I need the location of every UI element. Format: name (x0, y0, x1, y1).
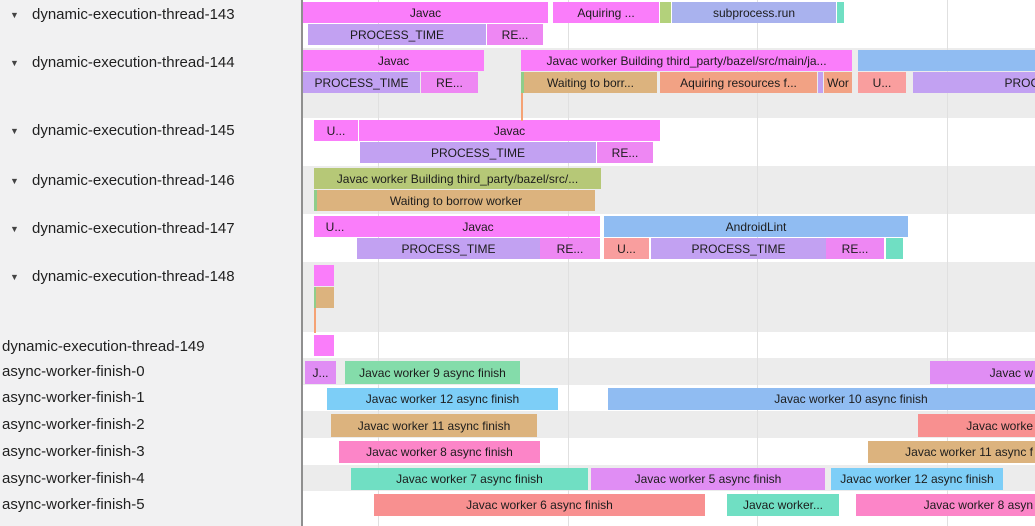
time-gridline (947, 0, 948, 526)
expander-triangle-icon[interactable]: ▼ (10, 57, 19, 68)
slice[interactable]: U... (314, 216, 356, 237)
track-name-row[interactable]: ▼ dynamic-execution-thread-143 (0, 5, 235, 24)
track-name-label: dynamic-execution-thread-146 (32, 172, 235, 189)
track-name-panel: ▼ dynamic-execution-thread-143 ▼ dynamic-ex… (0, 0, 303, 526)
expander-triangle-icon[interactable]: ▼ (10, 175, 19, 186)
track-name-row[interactable]: ▼ dynamic-execution-thread-148 (0, 267, 235, 286)
slice[interactable]: Waiting to borrow worker (317, 190, 595, 211)
slice[interactable] (521, 72, 524, 93)
track-name-label: async-worker-finish-2 (2, 416, 145, 433)
slice[interactable]: Javac worker Building third_party/bazel/… (521, 50, 852, 71)
slice[interactable]: PROCESS_TIME (303, 72, 420, 93)
slice[interactable]: Javac worker 12 async finish (327, 388, 558, 410)
track-name-label: dynamic-execution-thread-148 (32, 268, 235, 285)
slice[interactable]: Javac (303, 2, 548, 23)
time-gridline (568, 0, 569, 526)
slice[interactable]: RE... (597, 142, 653, 163)
slice[interactable]: RE... (540, 238, 600, 259)
track-name-label: dynamic-execution-thread-145 (32, 122, 235, 139)
track-name-row[interactable]: async-worker-finish-2 (0, 415, 145, 434)
slice[interactable] (314, 190, 317, 211)
slice[interactable]: Javac (356, 216, 600, 237)
slice[interactable]: U... (858, 72, 906, 93)
slice[interactable]: subprocess.run (672, 2, 836, 23)
slice[interactable]: Javac worker... (727, 494, 839, 516)
slice[interactable]: PROCESS_TIME (308, 24, 486, 45)
track-name-label: async-worker-finish-5 (2, 496, 145, 513)
slice[interactable] (837, 2, 844, 23)
slice[interactable]: RE... (487, 24, 543, 45)
slice[interactable] (818, 72, 823, 93)
expander-triangle-icon[interactable]: ▼ (10, 125, 19, 136)
slice[interactable]: Javac worker 8 async finish (339, 441, 540, 463)
expander-triangle-icon[interactable]: ▼ (10, 271, 19, 282)
expander-triangle-icon[interactable]: ▼ (10, 223, 19, 234)
slice[interactable]: Javac worker Building third_party/bazel/… (314, 168, 601, 189)
track-name-label: async-worker-finish-1 (2, 389, 145, 406)
track-name-row[interactable]: dynamic-execution-thread-149 (0, 337, 205, 356)
slice[interactable]: Javac worker 8 asyn (856, 494, 1035, 516)
slice[interactable]: Aquiring resources f... (660, 72, 817, 93)
slice[interactable]: AndroidLint (858, 50, 1035, 71)
track-name-row[interactable]: async-worker-finish-3 (0, 442, 145, 461)
track-name-label: async-worker-finish-4 (2, 470, 145, 487)
slice[interactable]: Javac worker 12 async finish (831, 468, 1003, 490)
slice[interactable]: PROCESS_TIME (360, 142, 596, 163)
slice[interactable] (314, 335, 334, 356)
slice[interactable] (316, 287, 334, 308)
slice[interactable]: Javac worker 9 async finish (345, 361, 520, 384)
slice[interactable]: PROCESS_TIME (913, 72, 1035, 93)
slice[interactable]: Javac worker 7 async finish (351, 468, 588, 490)
slice[interactable] (314, 287, 316, 308)
track-name-row[interactable]: async-worker-finish-5 (0, 495, 145, 514)
track-name-row[interactable]: async-worker-finish-4 (0, 469, 145, 488)
slice[interactable] (314, 265, 334, 286)
track-name-row[interactable]: ▼ dynamic-execution-thread-145 (0, 121, 235, 140)
track-name-row[interactable]: async-worker-finish-0 (0, 362, 145, 381)
slice[interactable]: Waiting to borr... (524, 72, 657, 93)
slice[interactable]: Javac worker 6 async finish (374, 494, 705, 516)
row-background-stripe (303, 262, 1035, 332)
slice[interactable]: PROCESS_TIME (651, 238, 826, 259)
track-name-label: dynamic-execution-thread-149 (2, 338, 205, 355)
slice[interactable]: Javac worke (918, 414, 1035, 437)
slice[interactable] (660, 2, 671, 23)
slice[interactable]: U... (314, 120, 358, 141)
slice[interactable]: Javac (359, 120, 660, 141)
track-name-row[interactable]: ▼ dynamic-execution-thread-146 (0, 171, 235, 190)
slice[interactable]: Javac worker 11 async f (868, 441, 1035, 463)
expander-triangle-icon[interactable]: ▼ (10, 9, 19, 20)
time-gridline (757, 0, 758, 526)
slice[interactable]: Javac worker 11 async finish (331, 414, 537, 437)
track-name-label: async-worker-finish-3 (2, 443, 145, 460)
slice[interactable]: J... (305, 361, 336, 384)
slice[interactable] (886, 238, 903, 259)
track-name-label: dynamic-execution-thread-143 (32, 6, 235, 23)
slice[interactable]: Wor (824, 72, 852, 93)
slice[interactable]: U... (604, 238, 649, 259)
slice[interactable]: Javac worker 5 async finish (591, 468, 825, 490)
slice[interactable]: Javac worker 10 async finish (608, 388, 1035, 410)
track-name-label: dynamic-execution-thread-147 (32, 220, 235, 237)
slice[interactable]: RE... (421, 72, 478, 93)
slice[interactable]: PROCESS_TIME (357, 238, 540, 259)
slice[interactable]: Javac w (930, 361, 1035, 384)
track-name-row[interactable]: ▼ dynamic-execution-thread-144 (0, 53, 235, 72)
slice[interactable]: AndroidLint (604, 216, 908, 237)
track-name-label: async-worker-finish-0 (2, 363, 145, 380)
slice[interactable]: Aquiring ... (553, 2, 659, 23)
track-name-row[interactable]: async-worker-finish-1 (0, 388, 145, 407)
track-name-row[interactable]: ▼ dynamic-execution-thread-147 (0, 219, 235, 238)
slice[interactable]: Javac (303, 50, 484, 71)
instant-event-tick[interactable] (521, 93, 523, 121)
time-gridline (378, 0, 379, 526)
instant-event-tick[interactable] (314, 308, 316, 333)
slice[interactable]: RE... (826, 238, 884, 259)
track-name-label: dynamic-execution-thread-144 (32, 54, 235, 71)
